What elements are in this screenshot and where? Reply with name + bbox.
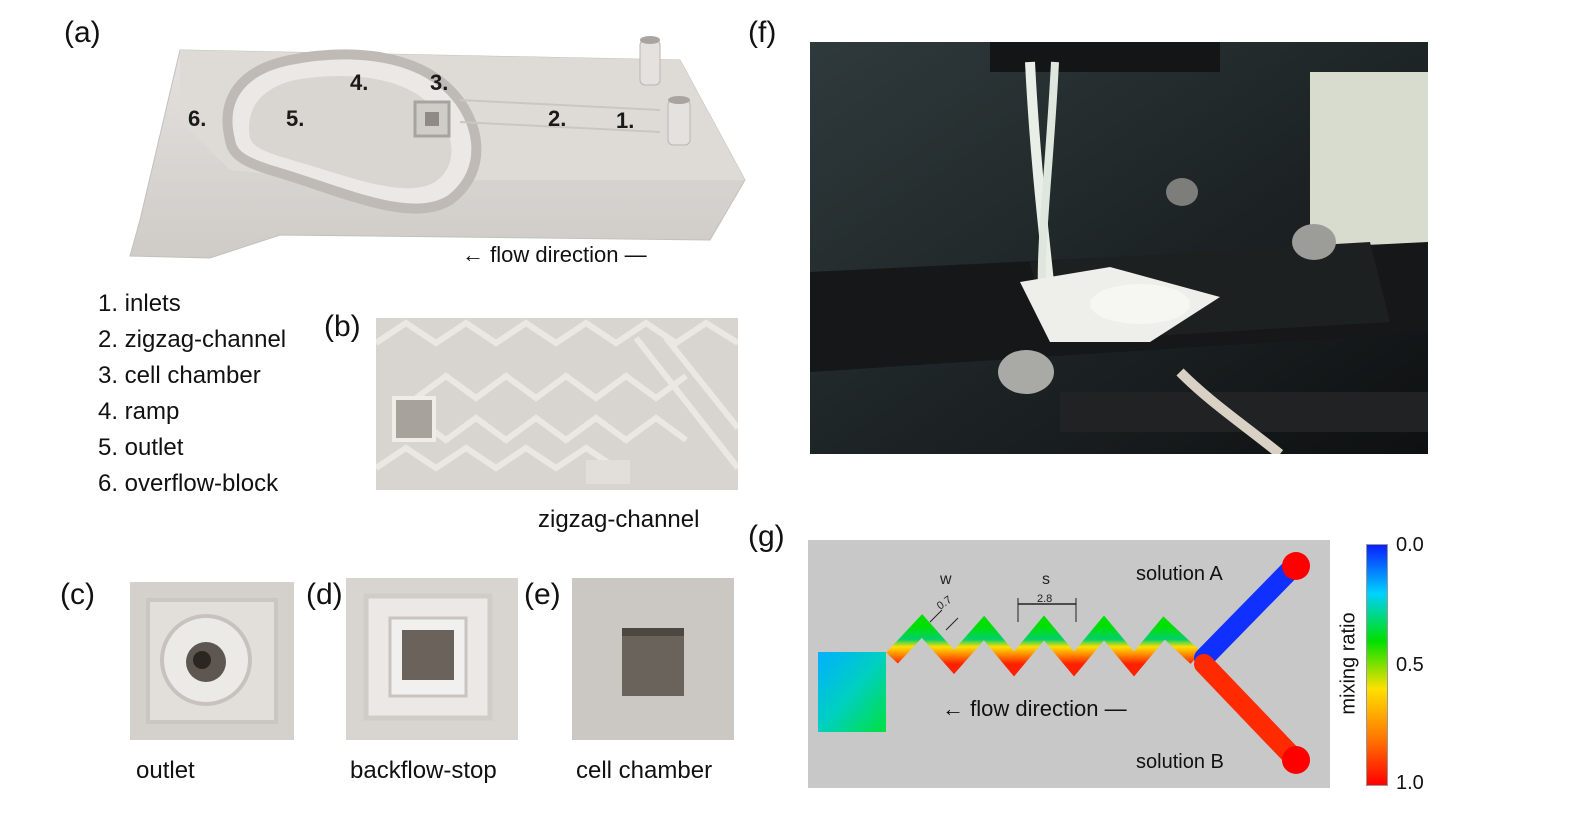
flow-direction-g: ← flow direction — [942,696,1127,722]
arrow-left-icon: ← [942,696,964,721]
flow-direction-label: flow direction [970,696,1098,721]
panel-label-a: (a) [64,18,101,48]
legend-item: 4. ramp [98,394,286,430]
caption-b: zigzag-channel [538,506,699,534]
legend-item: 6. overflow-block [98,466,286,502]
w-label: w [939,571,952,588]
panel-label-f: (f) [748,18,776,48]
zigzag-photo [376,318,738,490]
flow-direction-label: flow direction [490,242,618,267]
panel-label-d: (d) [306,580,343,610]
marker-6: 6. [188,106,206,132]
legend-item: 3. cell chamber [98,358,286,394]
marker-5: 5. [286,106,304,132]
legend: 1. inlets 2. zigzag-channel 3. cell cham… [98,286,286,502]
s-label: s [1042,571,1050,588]
caption-e: cell chamber [576,757,712,785]
marker-4: 4. [350,70,368,96]
colorbar [1366,544,1388,786]
backflow-stop-photo [346,578,518,740]
marker-2: 2. [548,106,566,132]
solution-a-label: solution A [1136,563,1223,585]
flow-direction-a: ← flow direction — [462,242,647,268]
simulation-figure: 0.7 2.8 w s solution A solution B [808,540,1330,788]
marker-3: 3. [430,70,448,96]
dash-icon: — [1105,696,1127,721]
panel-label-g: (g) [748,522,785,552]
device-photo [120,30,750,270]
microscope-photo [810,42,1428,454]
dash-icon: — [625,242,647,267]
marker-1: 1. [616,108,634,134]
cell-chamber-photo [572,578,734,740]
colorbar-tick-0: 0.0 [1396,534,1424,557]
caption-d: backflow-stop [350,757,497,785]
panel-label-b: (b) [324,312,361,342]
panel-label-c: (c) [60,580,95,610]
s-value: 2.8 [1037,593,1052,605]
legend-item: 2. zigzag-channel [98,322,286,358]
solution-b-label: solution B [1136,751,1224,773]
legend-item: 5. outlet [98,430,286,466]
legend-item: 1. inlets [98,286,286,322]
colorbar-tick-1: 0.5 [1396,654,1424,677]
arrow-left-icon: ← [462,242,484,267]
colorbar-title: mixing ratio [1338,599,1361,729]
caption-c: outlet [136,757,195,785]
outlet-photo [130,582,294,740]
colorbar-tick-2: 1.0 [1396,772,1424,795]
panel-label-e: (e) [524,580,561,610]
